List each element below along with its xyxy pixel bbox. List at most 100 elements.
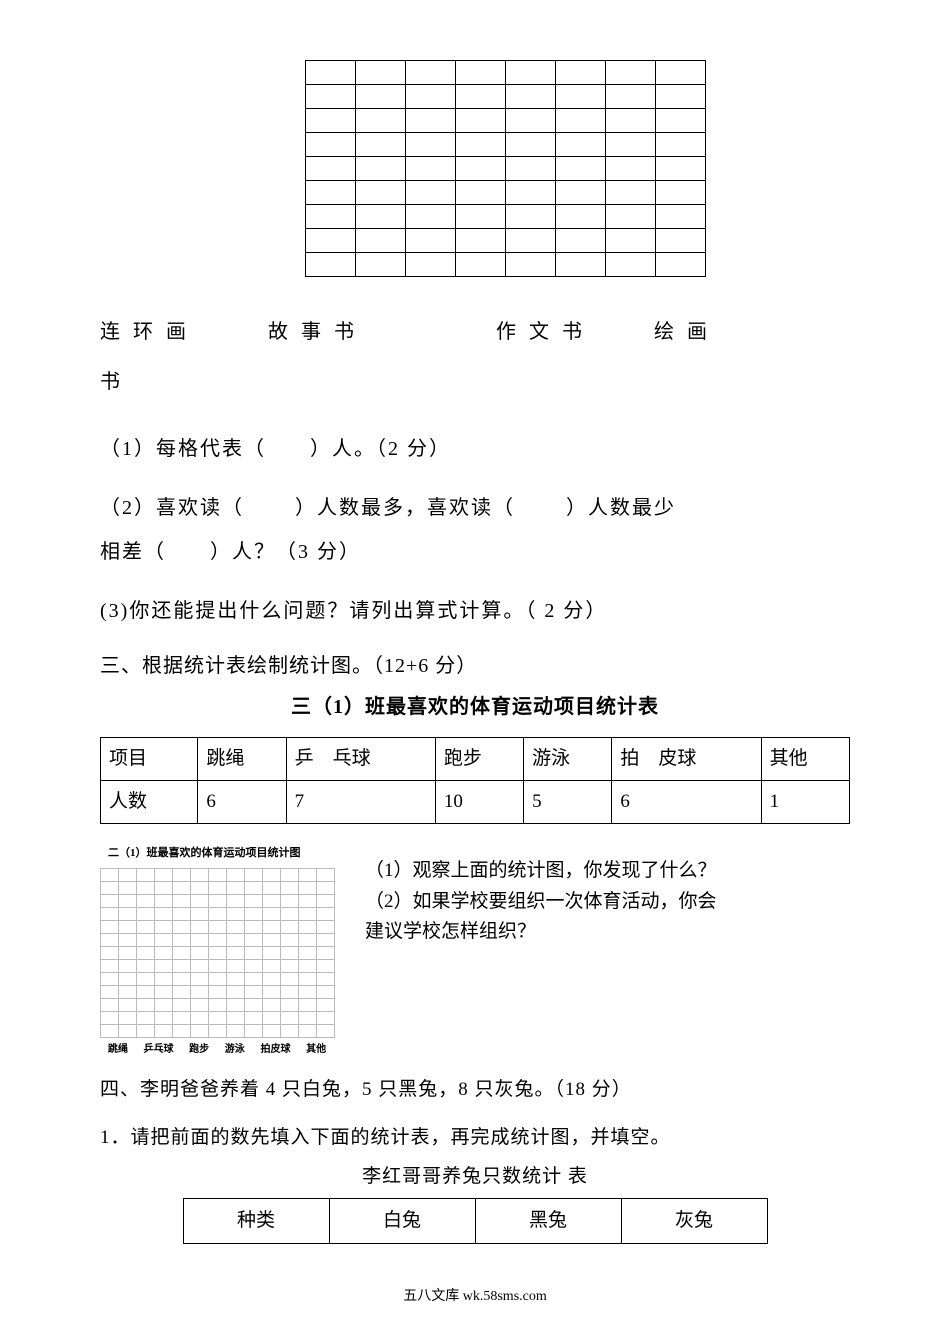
chart-cell — [245, 908, 263, 921]
section-4-heading: 四、李明爸爸养着 4 只白兔，5 只黑兔，8 只灰兔。（18 分） — [100, 1073, 850, 1107]
chart-cell — [299, 921, 317, 934]
chart-cell — [245, 921, 263, 934]
rabbit-header-gray: 灰兔 — [621, 1198, 767, 1243]
header-qita: 其他 — [761, 738, 849, 781]
chart-cell — [263, 1012, 281, 1025]
chart-cell — [299, 1025, 317, 1038]
chart-cell — [119, 921, 137, 934]
cell-value: 6 — [612, 781, 761, 824]
chart-cell — [263, 999, 281, 1012]
chart-cell — [119, 869, 137, 882]
grid-cell — [555, 205, 605, 229]
chart-x-label: 拍皮球 — [260, 1041, 290, 1059]
label-huihua: 绘 画 — [654, 321, 711, 343]
grid-cell — [555, 181, 605, 205]
header-paobu: 跑步 — [435, 738, 523, 781]
grid-cell — [555, 157, 605, 181]
label-gushishu: 故 事 书 — [268, 321, 358, 343]
grid-cell — [505, 253, 555, 277]
grid-cell — [455, 61, 505, 85]
chart-cell — [173, 986, 191, 999]
chart-cell — [119, 1012, 137, 1025]
chart-cell — [317, 1025, 335, 1038]
grid-cell — [405, 205, 455, 229]
grid-cell — [605, 85, 655, 109]
chart-cell — [191, 1025, 209, 1038]
grid-cell — [455, 205, 505, 229]
chart-cell — [155, 895, 173, 908]
chart-cell — [227, 921, 245, 934]
chart-cell — [191, 869, 209, 882]
chart-cell — [173, 869, 191, 882]
chart-cell — [209, 869, 227, 882]
chart-cell — [263, 1025, 281, 1038]
chart-cell — [317, 921, 335, 934]
grid-cell — [455, 133, 505, 157]
grid-cell — [455, 109, 505, 133]
grid-wrapper — [100, 60, 850, 277]
chart-cell — [281, 869, 299, 882]
grid-cell — [355, 157, 405, 181]
chart-cell — [191, 999, 209, 1012]
chart-cell — [155, 986, 173, 999]
chart-cell — [119, 986, 137, 999]
chart-cell — [173, 921, 191, 934]
chart-cell — [227, 895, 245, 908]
chart-cell — [101, 986, 119, 999]
question-2: （2）喜欢读（ ）人数最多，喜欢读（ ）人数最少 相差（ ）人？（3 分） — [100, 486, 850, 574]
chart-cell — [317, 1012, 335, 1025]
chart-cell — [281, 921, 299, 934]
chart-cell — [299, 947, 317, 960]
grid-cell — [605, 253, 655, 277]
chart-cell — [101, 934, 119, 947]
grid-cell — [355, 61, 405, 85]
chart-cell — [281, 882, 299, 895]
table-row: 项目 跳绳 乒 乓球 跑步 游泳 拍 皮球 其他 — [101, 738, 850, 781]
section-4-sub: 1．请把前面的数先填入下面的统计表，再完成统计图，并填空。 — [100, 1121, 850, 1155]
footer-text: 五八文库 wk.58sms.com — [100, 1284, 850, 1309]
chart-cell — [227, 986, 245, 999]
chart-cell — [173, 973, 191, 986]
grid-cell — [605, 181, 655, 205]
grid-cell — [605, 133, 655, 157]
question-2-line2: 相差（ ）人？（3 分） — [100, 541, 361, 563]
header-tiaosheng: 跳绳 — [198, 738, 286, 781]
chart-cell — [263, 869, 281, 882]
rabbit-table-title: 李红哥哥养兔只数统计 表 — [100, 1160, 850, 1194]
grid-cell — [605, 61, 655, 85]
chart-cell — [155, 934, 173, 947]
grid-cell — [305, 61, 355, 85]
label-shu: 书 — [100, 371, 124, 393]
grid-cell — [605, 205, 655, 229]
chart-cell — [173, 908, 191, 921]
chart-cell — [119, 999, 137, 1012]
grid-cell — [505, 181, 555, 205]
chart-cell — [281, 1012, 299, 1025]
chart-cell — [317, 999, 335, 1012]
chart-cell — [227, 1025, 245, 1038]
chart-cell — [119, 973, 137, 986]
chart-cell — [137, 973, 155, 986]
label-lianhuanhua: 连 环 画 — [100, 321, 190, 343]
chart-x-label: 其他 — [306, 1041, 326, 1059]
grid-cell — [505, 109, 555, 133]
chart-cell — [263, 947, 281, 960]
header-youyong: 游泳 — [524, 738, 612, 781]
chart-cell — [101, 973, 119, 986]
grid-cell — [655, 61, 705, 85]
header-paipiqiu: 拍 皮球 — [612, 738, 761, 781]
grid-cell — [455, 181, 505, 205]
chart-cell — [155, 1025, 173, 1038]
chart-cell — [101, 882, 119, 895]
chart-cell — [263, 973, 281, 986]
header-project: 项目 — [101, 738, 198, 781]
chart-cell — [119, 882, 137, 895]
chart-cell — [155, 1012, 173, 1025]
chart-cell — [281, 947, 299, 960]
grid-cell — [505, 133, 555, 157]
grid-cell — [405, 157, 455, 181]
chart-cell — [227, 999, 245, 1012]
chart-cell — [227, 947, 245, 960]
chart-cell — [317, 895, 335, 908]
chart-cell — [191, 973, 209, 986]
